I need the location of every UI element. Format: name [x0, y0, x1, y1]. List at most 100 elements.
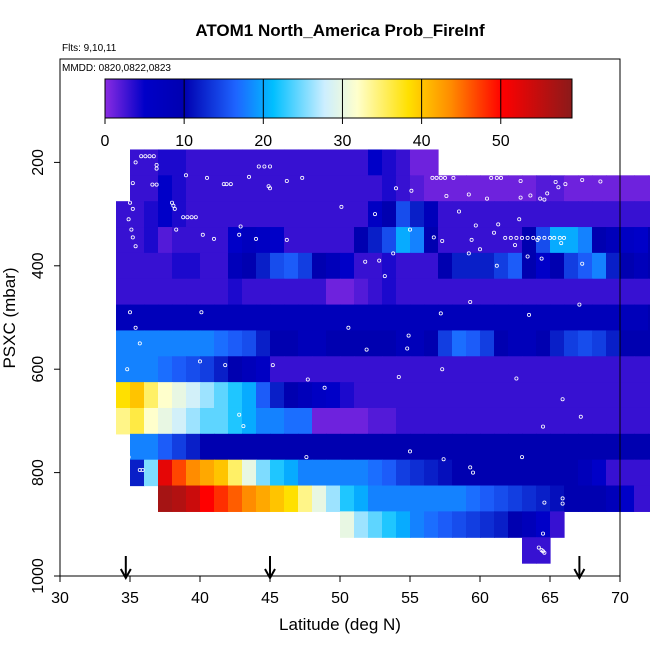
heatmap-cell: [326, 149, 341, 176]
heatmap-cell: [242, 227, 257, 254]
heatmap-cell: [312, 278, 327, 306]
sample-point: [491, 230, 496, 235]
sample-point: [154, 182, 159, 187]
x-tick-label: 45: [261, 590, 279, 607]
heatmap-cell: [298, 304, 313, 332]
heatmap-cell: [396, 278, 411, 306]
sample-point: [126, 217, 131, 222]
heatmap-cell: [256, 175, 271, 202]
heatmap-cell: [130, 459, 145, 487]
sample-point: [133, 160, 138, 165]
heatmap-cell: [522, 382, 537, 409]
heatmap-cell: [200, 149, 215, 176]
sample-point: [405, 346, 410, 351]
heatmap-cell: [158, 278, 173, 306]
heatmap-cell: [550, 485, 565, 512]
sample-point: [363, 259, 368, 264]
heatmap-cell: [578, 304, 593, 332]
heatmap-cell: [130, 330, 145, 357]
heatmap-cell: [648, 330, 650, 357]
heatmap-cell: [116, 407, 131, 435]
heatmap-cell: [410, 201, 425, 228]
colorbar-tick-label: 0: [101, 133, 110, 150]
heatmap-cell: [368, 407, 383, 435]
heatmap-cell: [438, 407, 453, 435]
heatmap-cell: [214, 201, 229, 228]
heatmap-cell: [368, 356, 383, 383]
heatmap-cell: [172, 433, 187, 461]
heatmap-cell: [158, 356, 173, 383]
sample-point: [560, 397, 565, 402]
sample-point: [542, 197, 547, 202]
heatmap-cell: [578, 175, 593, 202]
heatmap-cell: [186, 382, 201, 409]
heatmap-cell: [550, 201, 565, 228]
heatmap-cell: [284, 407, 299, 435]
heatmap-cell: [620, 485, 635, 512]
heatmap-cell: [452, 356, 467, 383]
heatmap-cell: [200, 356, 215, 383]
heatmap-cell: [368, 330, 383, 357]
heatmap-cell: [550, 459, 565, 487]
dates-label: MMDD: 0820,0822,0823: [62, 63, 171, 74]
heatmap-cell: [564, 382, 579, 409]
sample-point: [431, 235, 436, 240]
heatmap-cell: [522, 201, 537, 228]
heatmap-cell: [284, 485, 299, 512]
heatmap-cell: [606, 227, 621, 254]
heatmap-cell: [494, 356, 509, 383]
heatmap-cell: [214, 433, 229, 461]
heatmap-cell: [200, 252, 215, 280]
heatmap-cell: [228, 304, 243, 332]
heatmap-cell: [270, 330, 285, 357]
heatmap-cell: [256, 278, 271, 306]
sample-point: [407, 227, 412, 232]
heatmap-cell: [480, 511, 495, 538]
sample-point: [562, 235, 567, 240]
heatmap-cell: [648, 175, 650, 202]
heatmap-cell: [410, 485, 425, 512]
heatmap-cell: [494, 330, 509, 357]
sample-point: [545, 191, 550, 196]
heatmap-cell: [494, 175, 509, 202]
heatmap-cell: [536, 433, 551, 461]
heatmap-cell: [214, 227, 229, 254]
heatmap-cell: [158, 175, 173, 202]
sample-point: [518, 195, 523, 200]
heatmap-cell: [354, 304, 369, 332]
heatmap-cell: [578, 485, 593, 512]
heatmap-cell: [410, 330, 425, 357]
sample-point: [438, 175, 443, 180]
sample-point: [527, 312, 532, 317]
colorbar-tick-label: 50: [492, 133, 510, 150]
heatmap-cell: [592, 201, 607, 228]
heatmap-cell: [424, 485, 439, 512]
heatmap-cell: [564, 175, 579, 202]
heatmap-cell: [424, 149, 439, 176]
colorbar-tick-label: 10: [175, 133, 193, 150]
heatmap-cell: [634, 407, 649, 435]
heatmap-cell: [284, 459, 299, 487]
heatmap-cell: [606, 201, 621, 228]
heatmap-cell: [648, 485, 650, 512]
heatmap-cell: [620, 459, 635, 487]
sample-point: [246, 174, 251, 179]
heatmap-cell: [298, 382, 313, 409]
heatmap-cell: [634, 252, 649, 280]
heatmap-cell: [242, 459, 257, 487]
heatmap-cell: [424, 175, 439, 202]
heatmap-cell: [116, 278, 131, 306]
heatmap-cell: [130, 252, 145, 280]
heatmap-cell: [620, 201, 635, 228]
heatmap-cell: [256, 459, 271, 487]
heatmap-cell: [564, 278, 579, 306]
sample-point: [442, 175, 447, 180]
heatmap-cell: [494, 304, 509, 332]
heatmap-cell: [214, 356, 229, 383]
heatmap-cell: [172, 459, 187, 487]
sample-point: [541, 531, 546, 536]
heatmap-cell: [620, 278, 635, 306]
sample-point: [578, 414, 583, 419]
colorbar-ticks: 0 10 20 30 40 50: [101, 79, 510, 150]
heatmap-cell: [284, 201, 299, 228]
